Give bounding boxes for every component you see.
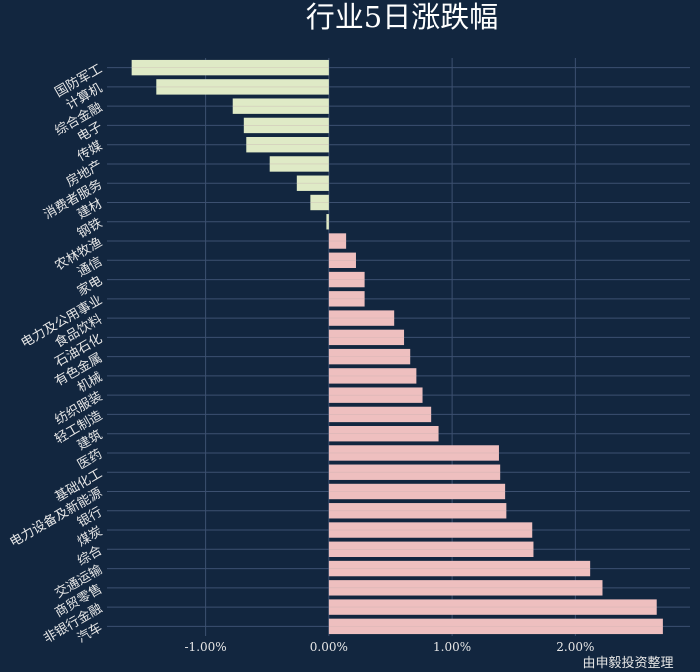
x-tick-labels: -1.00% 0.00% 1.00% 2.00% bbox=[185, 640, 595, 654]
y-tick-labels: 国防军工计算机综合金融电子传媒房地产消费者服务建材钢铁农林牧渔通信家电电力及公用… bbox=[7, 61, 105, 647]
y-tick-label: 综合 bbox=[75, 543, 105, 569]
chart-title: 行业5日涨跌幅 bbox=[306, 0, 498, 34]
y-tick-label: 家电 bbox=[74, 273, 105, 300]
x-tick-label: 2.00% bbox=[556, 640, 594, 654]
y-tick-label: 煤炭 bbox=[75, 524, 105, 550]
y-tick-label: 医药 bbox=[75, 447, 105, 473]
y-tick-label: 钢铁 bbox=[75, 216, 105, 242]
x-tick-label: 1.00% bbox=[433, 640, 471, 654]
x-tick-label: -1.00% bbox=[185, 640, 227, 654]
source-note: 由申毅投资整理 bbox=[582, 655, 673, 671]
y-tick-label: 传媒 bbox=[75, 139, 105, 165]
bar-layer bbox=[131, 59, 663, 635]
x-tick-label: 0.00% bbox=[310, 640, 348, 654]
